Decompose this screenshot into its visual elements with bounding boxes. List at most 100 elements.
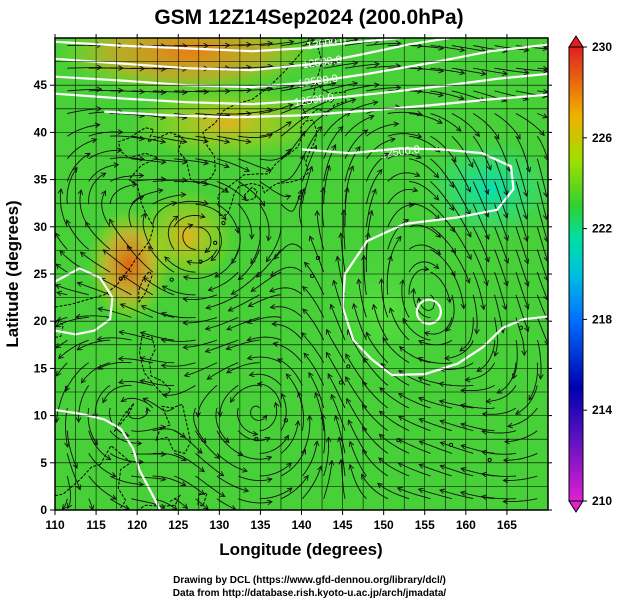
- streamline-arrow-452: [524, 281, 530, 287]
- streamline-6: [56, 362, 68, 377]
- streamline-arrow-387: [445, 326, 452, 332]
- credit-data: Data from http://database.rish.kyoto-u.a…: [172, 588, 447, 599]
- streamline-arrow-127: [219, 491, 226, 497]
- streamline-426: [465, 362, 495, 381]
- streamline-35: [88, 164, 119, 182]
- streamline-42: [109, 498, 130, 510]
- streamline-arrow-465: [504, 438, 510, 445]
- streamline-arrow-136: [164, 256, 170, 262]
- streamline-arrow-117: [199, 213, 206, 219]
- streamline-arrow-140: [223, 187, 230, 193]
- y-tick-label: 10: [34, 409, 48, 423]
- streamline-352: [409, 135, 441, 153]
- streamline-457: [515, 135, 531, 173]
- streamline-arrow-369: [450, 248, 457, 254]
- streamline-arrow-134: [160, 311, 167, 318]
- streamline-arrow-350: [433, 194, 440, 201]
- streamline-479: [537, 113, 548, 118]
- chart-title: GSM 12Z14Sep2024 (200.0hPa): [154, 6, 463, 29]
- streamline-349: [409, 203, 440, 220]
- streamline-arrow-329: [414, 171, 421, 177]
- streamline-arrow-401: [439, 441, 446, 447]
- coastline-11: [55, 464, 101, 497]
- streamline-arrow-216: [246, 354, 253, 361]
- streamline-arrow-379: [418, 463, 425, 469]
- streamline-112: [140, 331, 175, 341]
- streamline-451: [515, 271, 529, 309]
- streamline-arrow-90: [117, 355, 124, 362]
- streamline-271: [323, 62, 358, 69]
- streamline-213: [280, 393, 287, 431]
- streamline-arrow-107: [199, 466, 205, 473]
- streamline-arrow-99: [181, 159, 188, 165]
- streamline-48: [81, 362, 111, 384]
- streamline-arrow-423: [460, 422, 467, 428]
- x-tick-label: 135: [250, 518, 270, 532]
- streamline-369: [430, 226, 456, 254]
- streamline-84: [152, 498, 178, 510]
- streamline-404: [439, 383, 474, 387]
- streamline-arrow-206: [287, 103, 294, 109]
- streamline-203: [259, 181, 291, 198]
- streamline-3: [66, 430, 78, 469]
- streamline-arrow-75: [138, 195, 145, 201]
- streamline-arrow-235: [285, 373, 292, 380]
- streamline-arrow-331: [416, 132, 423, 139]
- x-tick-label: 130: [209, 518, 229, 532]
- streamline-304: [365, 232, 369, 273]
- y-axis-ticks: 0 5 10 15 20 25 30 35 40 45: [34, 78, 552, 517]
- colorbar-tick-label: 230: [592, 40, 612, 54]
- streamline-11: [55, 232, 68, 250]
- streamline-285: [344, 187, 349, 227]
- streamline-arrow-394: [468, 161, 474, 168]
- streamline-arrow-162: [244, 166, 251, 172]
- streamline-150: [216, 430, 243, 456]
- streamline-arrow-240: [269, 287, 276, 293]
- x-tick-label: 115: [86, 518, 106, 532]
- streamline-arrow-100: [181, 138, 188, 145]
- streamline-148: [216, 475, 249, 492]
- streamline-arrow-463: [502, 477, 509, 484]
- streamline-arrow-413: [484, 211, 490, 218]
- streamline-162: [216, 158, 250, 172]
- streamline-183: [238, 158, 271, 171]
- streamline-260: [302, 286, 325, 318]
- streamline-arrow-442: [480, 471, 487, 478]
- streamline-472: [536, 271, 548, 301]
- streamline-161: [216, 181, 247, 201]
- streamline-arrow-45: [136, 440, 143, 447]
- streamline-96: [152, 201, 177, 227]
- streamline-arrow-189: [286, 487, 293, 493]
- streamline-24: [88, 430, 111, 460]
- streamline-199: [231, 271, 260, 295]
- streamline-arrow-450: [524, 326, 530, 333]
- streamline-arrow-55: [131, 182, 138, 188]
- streamline-arrow-195: [226, 368, 232, 374]
- streamline-arrow-68: [102, 397, 108, 404]
- streamline-arrow-323: [378, 278, 385, 284]
- streamline-arrow-225: [300, 130, 306, 137]
- streamline-arrow-95: [140, 212, 147, 219]
- streamline-arrow-278: [325, 351, 331, 358]
- streamline-arrow-39: [118, 87, 124, 94]
- streamline-arrow-328: [412, 186, 419, 193]
- streamline-arrow-94: [126, 245, 133, 252]
- streamline-382: [418, 397, 453, 409]
- streamline-arrow-253: [325, 436, 332, 443]
- streamline-arrow-23: [110, 472, 117, 478]
- colorbar-tick-label: 226: [592, 131, 612, 145]
- streamline-259: [302, 308, 325, 341]
- y-tick-label: 35: [34, 173, 48, 187]
- streamline-315: [361, 474, 389, 500]
- streamline-195: [226, 362, 260, 374]
- streamline-arrow-89: [118, 378, 125, 385]
- streamline-458: [515, 113, 545, 136]
- streamline-392: [451, 181, 471, 215]
- streamline-209: [259, 41, 294, 47]
- streamline-arrow-395: [474, 131, 480, 138]
- streamline-252: [323, 460, 333, 499]
- streamline-390: [451, 226, 472, 260]
- streamline-72: [100, 278, 132, 296]
- streamline-233: [301, 415, 311, 454]
- streamline-arrow-363: [398, 346, 405, 352]
